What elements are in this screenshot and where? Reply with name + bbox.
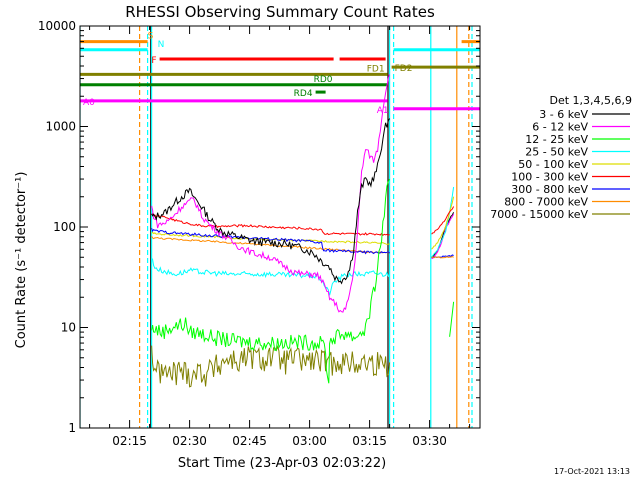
flag-label-s: S xyxy=(148,32,154,42)
flag-label-f: F xyxy=(151,56,156,66)
flag-label-fd2: FD2 xyxy=(395,64,413,74)
y-tick-label: 1000 xyxy=(45,120,76,134)
axes: 1 10 100 1000 10000 02:15 02:30 02:45 03:00 03:15… xyxy=(38,19,481,448)
flag-label-rd4: RD4 xyxy=(294,89,313,99)
series-line-late-3-6-kev xyxy=(431,212,455,259)
series-line-3-6-kev xyxy=(151,118,391,285)
legend-label-25-50-kev: 25 - 50 keV xyxy=(525,146,588,159)
flag-label-rd0: RD0 xyxy=(314,75,333,85)
series-line-100-300-kev xyxy=(151,212,390,237)
series-line-6-12-kev xyxy=(151,74,391,313)
series-line-7000-15000-kev xyxy=(151,345,391,388)
plot-area xyxy=(80,26,480,428)
footer-date: 17-Oct-2021 13:13 xyxy=(554,467,630,476)
y-axis-label: Count Rate (s⁻¹ detector⁻¹) xyxy=(14,172,29,349)
flag-label-a0: A0 xyxy=(83,98,95,108)
flag-label-fd1: FD1 xyxy=(367,64,385,74)
y-tick-label: 10000 xyxy=(38,19,76,33)
legend-label-7000-15000-kev: 7000 - 15000 keV xyxy=(490,208,588,221)
series-line-300-800-kev xyxy=(151,227,390,255)
y-tick-label: 1 xyxy=(68,421,76,435)
legend-label-800-7000-kev: 800 - 7000 keV xyxy=(504,196,588,209)
y-tick-label: 100 xyxy=(53,220,76,234)
series-line-12-25-kev xyxy=(151,178,391,384)
legend-label-50-100-kev: 50 - 100 keV xyxy=(518,158,588,171)
series-line-late-12-25-kev xyxy=(449,301,455,337)
y-tick-label: 10 xyxy=(61,321,76,335)
x-tick-label: 03:15 xyxy=(352,434,387,448)
legend-title: Det 1,3,4,5,6,9 xyxy=(549,94,632,107)
series-line-25-50-kev xyxy=(151,257,391,296)
series-line-late-100-300-kev xyxy=(431,206,455,235)
legend-label-100-300-kev: 100 - 300 keV xyxy=(511,171,588,184)
x-axis-label: Start Time (23-Apr-03 02:03:22) xyxy=(178,456,386,471)
legend-label-12-25-kev: 12 - 25 keV xyxy=(525,133,588,146)
series-line-late-800-7000-kev xyxy=(431,256,454,259)
legend-label-3-6-kev: 3 - 6 keV xyxy=(539,108,588,121)
x-tick-label: 03:00 xyxy=(292,434,327,448)
flag-label-a1: A1 xyxy=(377,106,389,116)
x-tick-label: 02:30 xyxy=(172,434,207,448)
legend-label-300-800-kev: 300 - 800 keV xyxy=(511,183,588,196)
chart-title: RHESSI Observing Summary Count Rates xyxy=(125,3,435,21)
x-tick-label: 02:45 xyxy=(232,434,267,448)
legend-label-6-12-kev: 6 - 12 keV xyxy=(532,121,588,134)
x-tick-label: 03:30 xyxy=(412,434,447,448)
x-tick-label: 02:15 xyxy=(112,434,147,448)
flag-label-n: N xyxy=(158,40,165,50)
